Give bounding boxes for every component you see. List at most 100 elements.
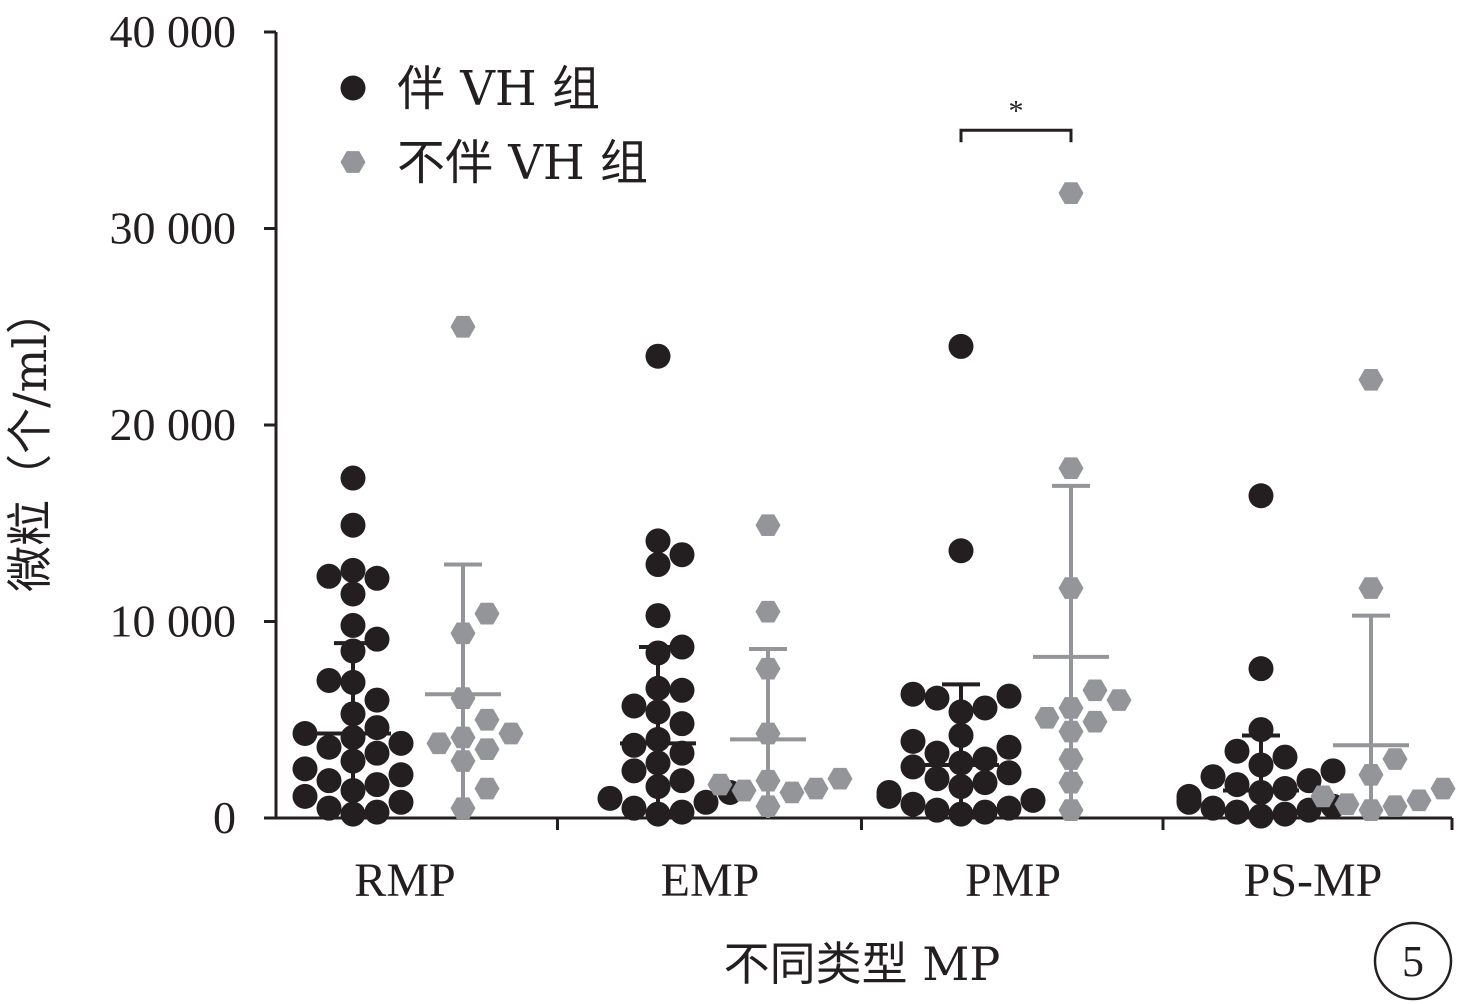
data-point <box>1334 793 1360 816</box>
data-point <box>1248 483 1274 509</box>
data-point <box>1248 656 1274 682</box>
legend-marker <box>340 75 366 101</box>
data-point <box>1020 787 1046 813</box>
panel-label: 5 <box>1373 921 1453 1001</box>
data-point <box>1310 785 1336 808</box>
data-point <box>1320 758 1346 784</box>
data-point <box>292 756 318 782</box>
data-point <box>316 667 342 693</box>
data-point <box>474 602 500 625</box>
data-point <box>474 738 500 761</box>
data-point <box>1082 679 1108 702</box>
data-point <box>1382 748 1408 770</box>
data-point <box>1176 783 1202 809</box>
legend: 伴 VH 组不伴 VH 组 <box>340 61 648 191</box>
data-point <box>1272 744 1298 770</box>
data-point <box>996 683 1022 709</box>
data-point <box>1406 789 1432 812</box>
data-point <box>803 777 829 800</box>
data-point <box>364 740 390 766</box>
data-point <box>316 734 342 760</box>
data-point <box>924 740 950 766</box>
data-point <box>731 779 757 802</box>
data-point <box>1358 577 1384 599</box>
data-point <box>364 799 390 825</box>
data-point <box>1106 689 1132 711</box>
data-point <box>972 770 998 796</box>
legend-label: 不伴 VH 组 <box>397 135 648 191</box>
data-point <box>669 711 695 737</box>
data-point <box>316 768 342 794</box>
significance-bracket <box>959 128 1073 143</box>
data-point <box>340 512 366 538</box>
data-point <box>1358 368 1384 391</box>
data-point <box>755 514 781 537</box>
data-point <box>621 758 647 784</box>
data-point <box>1272 801 1298 827</box>
x-axis-label: 不同类型 MP <box>724 937 1001 991</box>
data-point <box>1200 764 1226 790</box>
data-point <box>1058 457 1084 480</box>
data-point <box>948 538 974 564</box>
data-point <box>924 685 950 711</box>
data-point <box>876 779 902 805</box>
data-point <box>827 767 853 790</box>
x-tick-label: EMP <box>661 854 760 907</box>
data-point <box>1200 795 1226 821</box>
y-tick-label: 10 000 <box>110 596 237 647</box>
data-point <box>340 557 366 583</box>
data-point <box>316 795 342 821</box>
data-point <box>621 795 647 821</box>
data-point <box>972 799 998 825</box>
data-point <box>669 799 695 825</box>
series-1 <box>292 333 1346 829</box>
data-point <box>364 565 390 591</box>
data-point <box>972 746 998 772</box>
data-point <box>900 791 926 817</box>
data-point <box>1034 706 1060 729</box>
data-point <box>645 343 671 369</box>
data-point <box>707 773 733 796</box>
axes: 0 10 000 20 000 30 000 40 000 RMP EMP PMP PS-MP <box>110 6 1454 907</box>
data-point <box>900 754 926 780</box>
data-point <box>474 777 500 800</box>
data-point <box>498 722 524 745</box>
data-point <box>1224 772 1250 798</box>
data-point <box>1430 777 1456 800</box>
data-point <box>669 634 695 660</box>
data-point <box>364 626 390 652</box>
data-point <box>996 734 1022 760</box>
panel-label-circle <box>1373 921 1453 1001</box>
data-point <box>948 333 974 359</box>
data-point <box>996 795 1022 821</box>
data-point <box>1224 738 1250 764</box>
data-point <box>292 783 318 809</box>
legend-label: 伴 VH 组 <box>397 61 600 117</box>
data-point <box>924 797 950 823</box>
y-tick-label: 40 000 <box>110 6 237 57</box>
annotation-layer: * <box>959 94 1073 143</box>
data-point <box>340 612 366 638</box>
data-point <box>292 721 318 747</box>
data-point <box>364 715 390 741</box>
data-point <box>364 772 390 798</box>
data-point <box>900 681 926 707</box>
data-point <box>388 762 414 788</box>
data-point <box>645 552 671 578</box>
data-point <box>645 528 671 554</box>
data-point <box>669 542 695 568</box>
legend-marker <box>340 151 366 173</box>
x-tick-label: PS-MP <box>1244 854 1383 907</box>
series-layer <box>292 182 1456 829</box>
data-point <box>597 785 623 811</box>
data-point <box>621 693 647 719</box>
data-point <box>340 465 366 491</box>
data-point <box>1224 799 1250 825</box>
data-point <box>450 315 476 338</box>
y-tick-label: 0 <box>213 792 236 843</box>
data-point <box>426 732 452 755</box>
data-point <box>972 695 998 721</box>
panel-label-text: 5 <box>1402 937 1424 986</box>
data-point <box>388 730 414 756</box>
data-point <box>669 768 695 794</box>
